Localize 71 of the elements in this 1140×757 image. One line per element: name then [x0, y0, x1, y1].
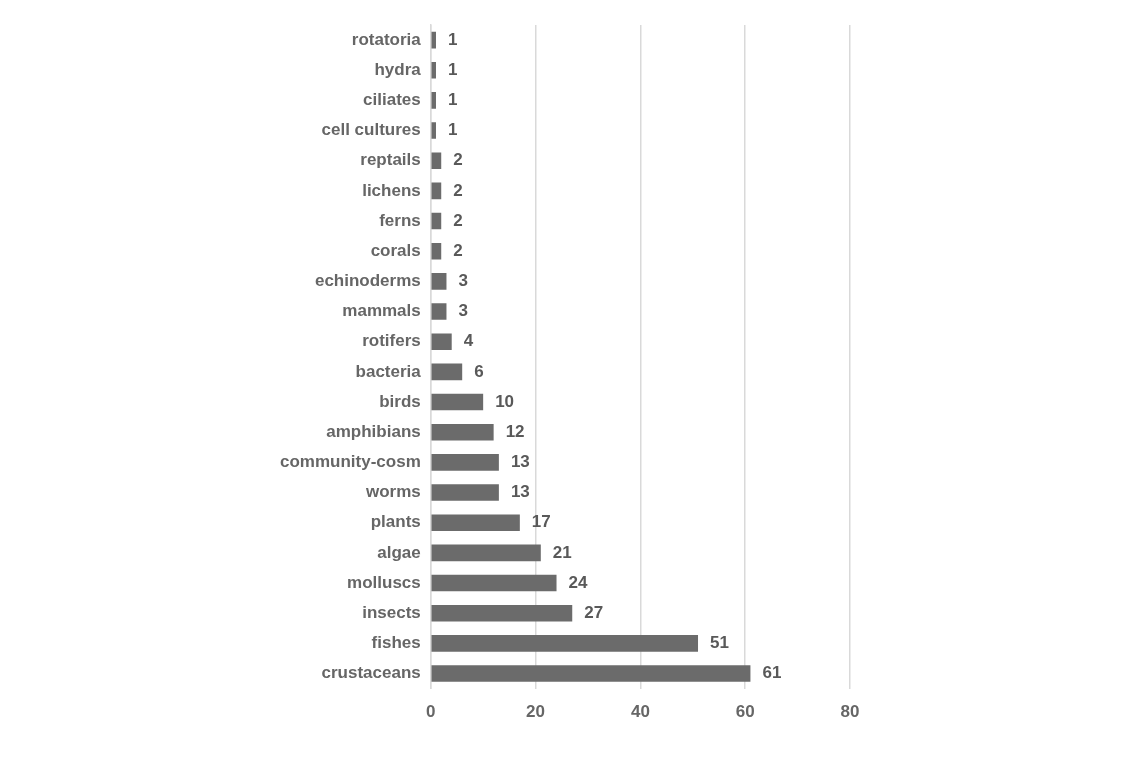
y-tick-label: algae: [377, 542, 421, 562]
data-label: 4: [463, 331, 474, 351]
y-tick-label: echinoderms: [314, 271, 421, 291]
y-tick-label: cell cultures: [321, 120, 421, 140]
y-tick-label: hydra: [374, 59, 422, 79]
y-tick-label: amphibians: [326, 421, 421, 441]
data-label: 2: [453, 240, 463, 260]
data-label: 21: [552, 542, 572, 562]
bar: [431, 31, 436, 49]
data-label: 3: [458, 301, 468, 321]
bar: [431, 273, 447, 290]
x-tick-label: 60: [735, 702, 755, 722]
y-tick-label: ferns: [379, 210, 421, 230]
data-label: 2: [453, 180, 463, 200]
data-label: 2: [453, 210, 463, 230]
bar: [431, 152, 442, 170]
data-label: 51: [710, 633, 729, 653]
data-label: 61: [762, 663, 782, 683]
data-label: 1: [447, 120, 458, 140]
y-tick-label: molluscs: [347, 572, 421, 592]
x-tick-label: 80: [840, 702, 860, 722]
y-tick-label: community-cosm: [280, 452, 421, 472]
bar: [431, 122, 436, 139]
bar: [431, 514, 520, 531]
bar: [431, 92, 436, 109]
y-tick-label: insects: [362, 602, 421, 622]
data-label: 1: [447, 90, 458, 110]
bar: [431, 604, 573, 622]
bar: [431, 182, 442, 200]
y-tick-label: worms: [364, 482, 421, 502]
data-label: 27: [584, 602, 604, 622]
data-label: 1: [447, 59, 458, 79]
bar: [431, 665, 751, 682]
bar: [431, 454, 499, 471]
bar: [431, 544, 541, 562]
bar: [431, 635, 699, 652]
data-label: 17: [531, 512, 551, 532]
data-label: 3: [458, 271, 468, 291]
bar: [431, 574, 557, 592]
y-tick-label: mammals: [342, 301, 421, 321]
y-tick-label: rotatoria: [351, 29, 422, 49]
bar: [431, 423, 494, 441]
y-tick-label: corals: [370, 240, 421, 260]
y-tick-label: crustaceans: [321, 663, 421, 683]
bar: [431, 303, 447, 320]
y-tick-label: bacteria: [355, 361, 422, 381]
data-label: 10: [495, 391, 515, 411]
data-label: 24: [568, 572, 588, 592]
y-tick-label: plants: [370, 512, 421, 532]
bar: [431, 393, 484, 411]
bar: [431, 333, 452, 351]
y-tick-label: ciliates: [363, 90, 421, 110]
x-tick-label: 0: [426, 702, 436, 722]
data-label: 12: [505, 421, 525, 441]
y-tick-label: reptails: [360, 150, 421, 170]
data-label: 6: [474, 361, 484, 381]
y-tick-label: rotifers: [362, 331, 421, 351]
bar: [431, 61, 436, 79]
data-label: 1: [447, 29, 458, 49]
bar: [431, 242, 442, 260]
bar: [431, 363, 463, 381]
y-tick-label: birds: [379, 391, 421, 411]
y-tick-label: lichens: [362, 180, 421, 200]
bar: [431, 484, 499, 501]
bar: [431, 212, 442, 230]
data-label: 13: [510, 482, 530, 502]
x-tick-label: 40: [630, 702, 650, 722]
data-label: 2: [453, 150, 463, 170]
x-tick-label: 20: [526, 702, 546, 722]
data-label: 13: [510, 452, 530, 472]
y-tick-label: fishes: [371, 633, 421, 653]
